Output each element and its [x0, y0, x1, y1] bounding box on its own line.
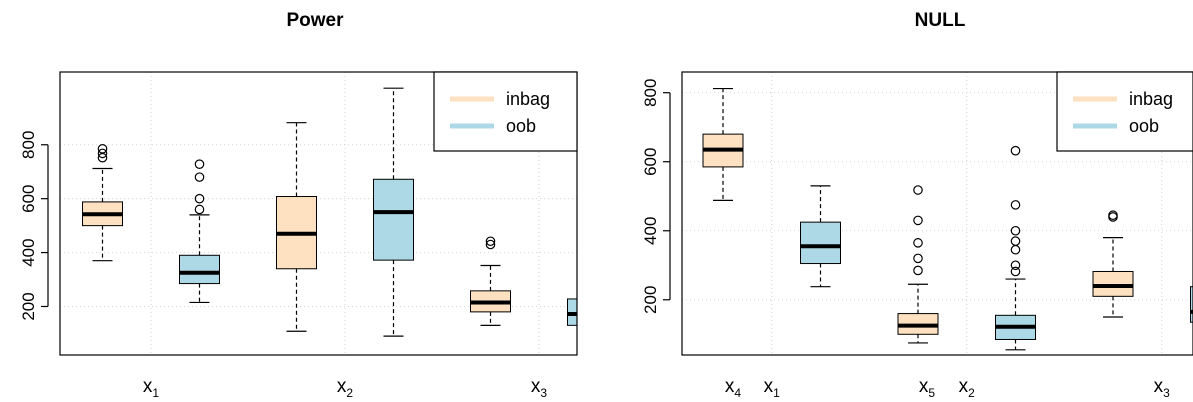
- legend-label-inbag: inbag: [506, 89, 550, 109]
- box-iqr: [859, 240, 899, 263]
- outlier-point: [874, 203, 882, 211]
- outlier-point: [1010, 200, 1021, 210]
- box-inbag-x2: [276, 122, 317, 332]
- plot-frame: [681, 71, 1193, 356]
- outlier-point: [1010, 225, 1021, 236]
- legend: inbag oob: [433, 71, 578, 152]
- box-iqr: [1092, 270, 1134, 297]
- outlier-point: [913, 253, 923, 264]
- y-tick-label: 800: [19, 131, 38, 159]
- chart-panel-1: Power 200 400 600 800 x1 x2 x3 x4 x5 inbag oob: [19, 10, 996, 400]
- y-tick-label: 400: [641, 217, 660, 245]
- outlier-point: [485, 239, 496, 250]
- x-tick-label: x1: [143, 376, 160, 400]
- y-tick-label: 200: [19, 292, 38, 320]
- plot-area: [60, 72, 996, 355]
- outlier-point: [97, 144, 108, 154]
- box-oob-x2: [373, 87, 414, 337]
- x-tick-label: x2: [337, 376, 354, 400]
- box-oob-x1: [179, 159, 220, 304]
- y-tick-label: 800: [641, 79, 660, 107]
- outlier-point: [777, 236, 785, 244]
- legend: inbag oob: [1056, 71, 1193, 152]
- plot-area: [682, 72, 1193, 355]
- outlier-point: [485, 236, 496, 247]
- chart-title: NULL: [915, 10, 966, 31]
- box-inbag-x2: [897, 185, 939, 344]
- box-iqr: [179, 254, 220, 285]
- outlier-point: [1010, 260, 1021, 271]
- x-tick-label: x5: [919, 376, 936, 400]
- x-tick-label: x3: [531, 376, 548, 400]
- box-inbag-x1: [702, 87, 744, 201]
- legend-label-oob: oob: [506, 116, 536, 136]
- outlier-point: [583, 224, 591, 232]
- outlier-point: [913, 265, 923, 276]
- outlier-point: [194, 172, 205, 182]
- outlier-point: [194, 193, 205, 204]
- box-iqr: [1190, 286, 1193, 323]
- box-oob-x2: [995, 145, 1036, 351]
- outlier-point: [913, 185, 923, 195]
- outlier-point: [1010, 145, 1021, 156]
- outlier-point: [1108, 210, 1118, 221]
- legend-box: [433, 71, 578, 152]
- box-iqr: [800, 221, 841, 265]
- box-oob-x4: [762, 172, 802, 325]
- outlier-point: [777, 172, 785, 180]
- chart-title: Power: [286, 10, 344, 31]
- y-tick-label: 200: [641, 286, 660, 314]
- y-tick-label: 400: [19, 238, 38, 266]
- chart-panel-2: NULL 200 400 600 800 x1 x2 x3 x4 x5 inbag oob: [641, 10, 1193, 400]
- box-iqr: [956, 275, 996, 302]
- x-tick-label: x1: [764, 376, 781, 400]
- plot-frame: [59, 71, 578, 356]
- box-inbag-x5: [859, 203, 899, 280]
- outlier-point: [913, 215, 923, 226]
- box-inbag-x3: [470, 236, 511, 326]
- legend-label-oob: oob: [1129, 116, 1159, 136]
- box-inbag-x3: [1092, 210, 1134, 318]
- legend-box: [1056, 71, 1193, 152]
- outlier-point: [583, 253, 591, 261]
- outlier-point: [971, 203, 979, 211]
- box-oob-x1: [800, 185, 841, 288]
- outlier-point: [97, 148, 108, 159]
- outlier-point: [1010, 244, 1021, 255]
- outlier-point: [971, 220, 979, 228]
- outlier-point: [971, 200, 979, 208]
- legend-label-inbag: inbag: [1129, 89, 1173, 109]
- outlier-point: [1010, 266, 1021, 277]
- box-iqr: [762, 281, 802, 307]
- outlier-point: [194, 204, 205, 215]
- outlier-point: [1010, 236, 1021, 246]
- outlier-point: [194, 159, 205, 169]
- box-oob-x5: [956, 200, 996, 315]
- box-oob-x3: [567, 224, 591, 326]
- box-oob-x3: [1190, 286, 1193, 323]
- outlier-point: [913, 238, 923, 248]
- y-tick-label: 600: [19, 184, 38, 212]
- box-iqr: [373, 178, 414, 261]
- box-inbag-x1: [82, 144, 123, 262]
- y-tick-label: 600: [641, 148, 660, 176]
- x-tick-label: x3: [1154, 376, 1171, 400]
- x-tick-label: x2: [959, 376, 976, 400]
- x-tick-label: x4: [725, 376, 742, 400]
